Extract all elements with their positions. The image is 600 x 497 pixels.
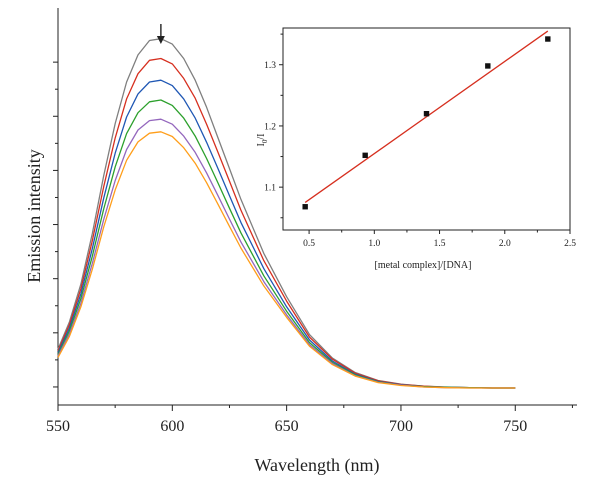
x-tick-label: 750 <box>503 418 527 435</box>
inset-y-tick-label: 1.3 <box>264 61 276 71</box>
inset-x-tick-label: 2.5 <box>564 239 576 249</box>
inset-fit-line <box>304 30 549 203</box>
peak-arrow-head <box>156 36 165 44</box>
x-axis-label: Wavelength (nm) <box>254 455 379 476</box>
inset-x-tick-label: 1.0 <box>368 239 380 249</box>
main-axes: 550 600 650 700 750 <box>46 8 577 435</box>
inset-data-point <box>423 110 430 117</box>
inset-data <box>302 30 551 210</box>
x-tick-label: 550 <box>46 418 70 435</box>
inset-data-point <box>545 36 551 42</box>
inset-x-axis-label: [metal complex]/[DNA] <box>375 260 472 271</box>
emission-series-group <box>57 38 516 389</box>
y-axis-label: Emission intensity <box>24 149 44 283</box>
inset-frame <box>282 27 571 231</box>
inset-x-tick-label: 1.5 <box>434 239 446 249</box>
inset-y-tick-label: 1.2 <box>264 122 276 132</box>
inset-axes: 0.5 1.0 1.5 2.0 2.5 1.1 1.2 1.3 <box>264 33 576 249</box>
inset-y-axis-label: I0/I <box>256 134 269 147</box>
peak-arrow <box>156 24 165 44</box>
inset-chart: 0.5 1.0 1.5 2.0 2.5 1.1 1.2 1.3 [metal complex]… <box>256 27 576 271</box>
inset-x-tick-label: 2.0 <box>499 239 511 249</box>
emission-series-line <box>57 131 516 389</box>
x-tick-label: 700 <box>389 418 413 435</box>
x-tick-label: 650 <box>275 418 299 435</box>
inset-y-tick-label: 1.1 <box>264 184 276 194</box>
inset-data-point <box>485 63 491 69</box>
main-axis-labels: Wavelength (nm) Emission intensity <box>24 149 380 476</box>
inset-data-point <box>302 204 308 210</box>
inset-x-tick-label: 0.5 <box>303 239 315 249</box>
x-tick-label: 600 <box>160 418 184 435</box>
inset-data-point <box>362 152 368 159</box>
